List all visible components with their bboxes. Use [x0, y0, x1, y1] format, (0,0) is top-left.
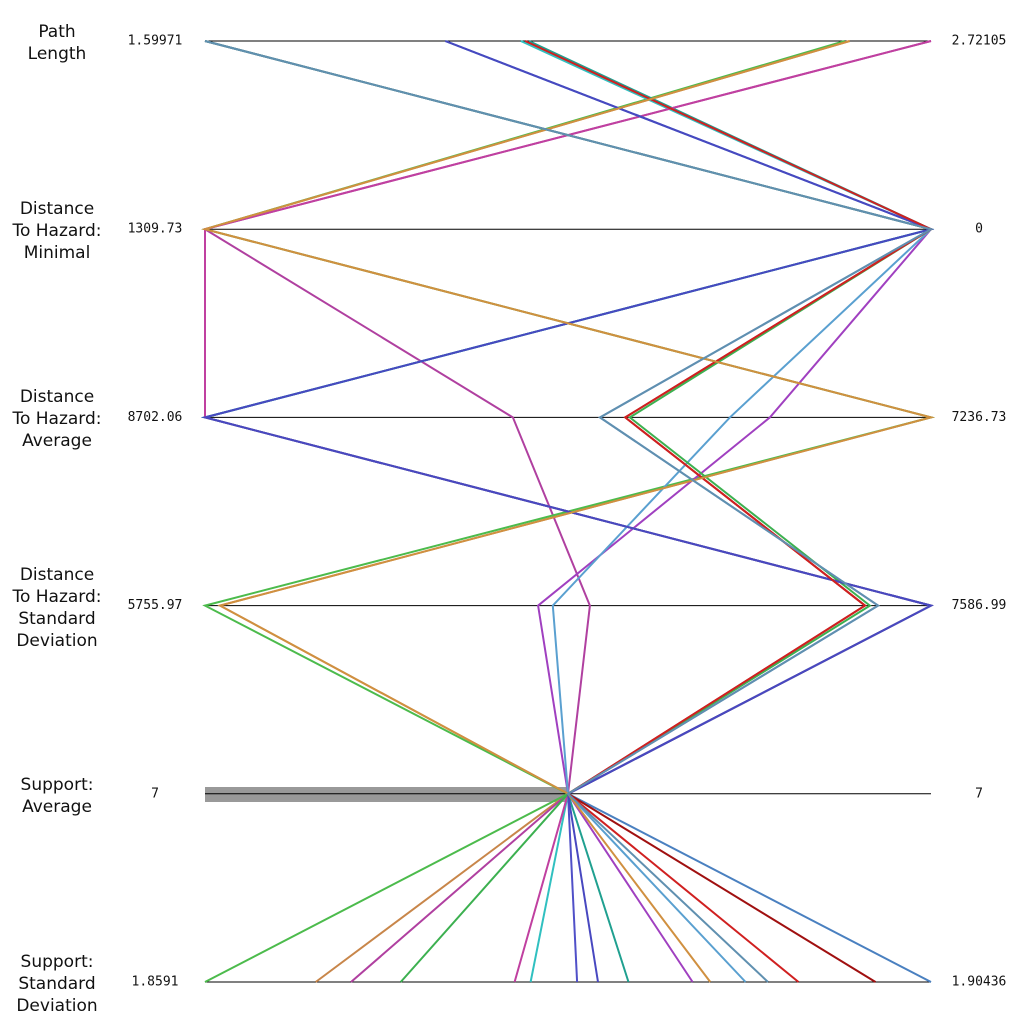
axis-max-label: 2.72105 [952, 34, 1007, 49]
axis-max-label: 7 [975, 786, 983, 801]
axis-min-label: 7 [151, 786, 159, 801]
data-line [204, 40, 934, 983]
axis-max-label: 1.90436 [952, 975, 1007, 990]
data-line [524, 40, 934, 983]
axis-min-label: 5755.97 [128, 598, 183, 613]
data-line [524, 40, 934, 983]
axis-min-label: 1.59971 [128, 34, 183, 49]
axis-min-label: 1.8591 [132, 975, 179, 990]
axis-name: Support: Standard Deviation [16, 952, 98, 1016]
highlight-bar [205, 787, 567, 802]
axis-max-label: 7586.99 [952, 598, 1007, 613]
axis-min-label: 8702.06 [128, 410, 183, 425]
axis-max-label: 7236.73 [952, 410, 1007, 425]
data-line [444, 40, 933, 983]
axis-max-label: 0 [975, 222, 983, 237]
axis-name: Support: Average [20, 774, 94, 817]
axis-name: Distance To Hazard: Average [12, 387, 102, 452]
axis-name: Distance To Hazard: Minimal [12, 199, 102, 264]
axis-name: Distance To Hazard: Standard Deviation [12, 564, 102, 651]
data-line [201, 40, 935, 983]
data-line [201, 40, 935, 983]
axis-name: Path Length [27, 22, 87, 64]
axis-min-label: 1309.73 [128, 222, 183, 237]
